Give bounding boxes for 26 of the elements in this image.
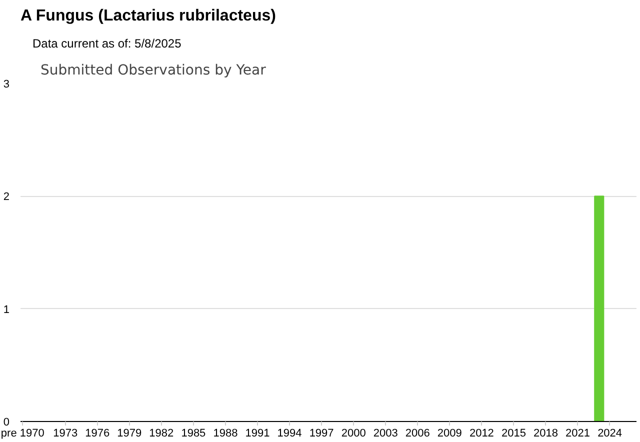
x-tick-label: 2012 bbox=[469, 428, 494, 440]
x-tick-label: 2015 bbox=[501, 428, 526, 440]
x-tick-label: 1985 bbox=[181, 428, 206, 440]
y-tick-label: 1 bbox=[3, 304, 10, 316]
x-tick-label: 1982 bbox=[149, 428, 174, 440]
x-tick-label: 1979 bbox=[117, 428, 142, 440]
x-tick-label: 2000 bbox=[341, 428, 366, 440]
text: Submitted Observations by Year bbox=[40, 62, 266, 78]
y-tick-label: 0 bbox=[3, 416, 10, 428]
x-tick-label: 1997 bbox=[309, 428, 334, 440]
x-tick-label: 2009 bbox=[437, 428, 462, 440]
x-tick-label: pre 1970 bbox=[0, 428, 44, 440]
y-tick-label: 2 bbox=[3, 191, 10, 204]
x-tick-label: 1991 bbox=[245, 428, 270, 440]
chart-subtitle: Data current as of: 5/8/2025 bbox=[32, 36, 182, 50]
y-tick-label: 3 bbox=[3, 78, 10, 90]
x-tick-label: 2003 bbox=[373, 428, 398, 440]
x-tick-label: 1994 bbox=[277, 428, 302, 440]
x-tick-label: 1976 bbox=[85, 428, 110, 440]
x-tick-label: 1988 bbox=[213, 428, 238, 440]
x-tick-label: 2024 bbox=[598, 428, 622, 440]
x-tick-label: 2006 bbox=[405, 428, 430, 440]
chart-title: A Fungus (Lactarius rubrilacteus) bbox=[20, 8, 276, 24]
x-tick-label: 1973 bbox=[53, 428, 78, 440]
x-tick-label: 2021 bbox=[566, 428, 590, 440]
x-tick-label: 2018 bbox=[534, 428, 558, 440]
